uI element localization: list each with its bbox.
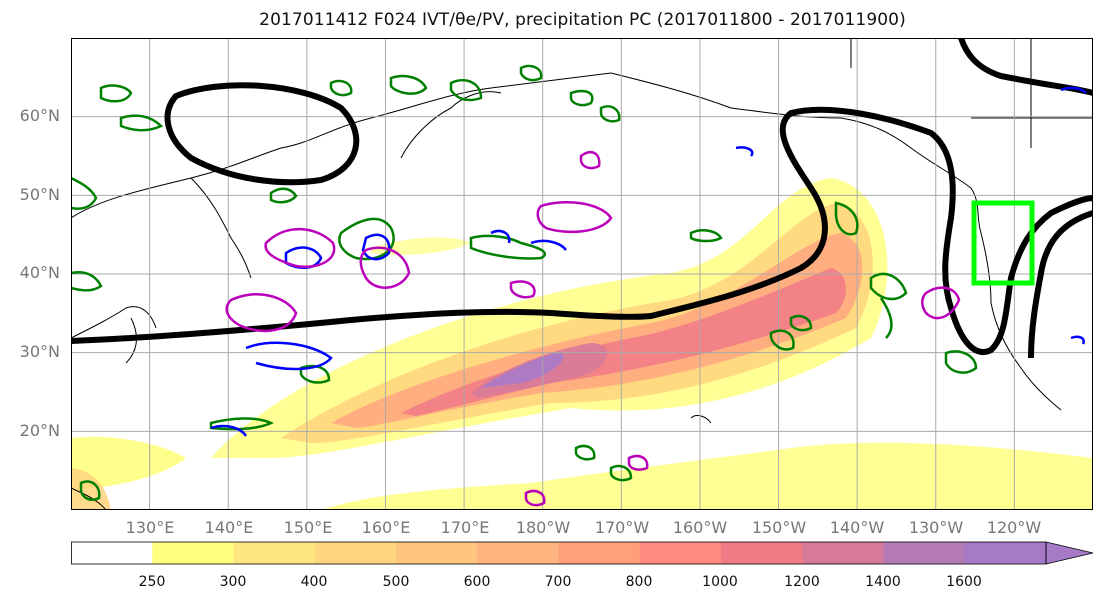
lon-label-140w: 140°W — [829, 518, 885, 537]
lon-label-170e: 170°E — [440, 518, 490, 537]
theta-e-contours — [71, 38, 1093, 359]
colorbar-segment-10 — [883, 542, 966, 564]
colorbar-segment-6 — [558, 542, 641, 564]
lon-label-160w: 160°W — [672, 518, 728, 537]
pv-magenta-contours — [225, 150, 961, 507]
colorbar-segment-4 — [396, 542, 478, 564]
colorbar-segment-0 — [71, 542, 153, 564]
figure-title: 2017011412 F024 IVT/θe/PV, precipitation… — [259, 10, 906, 30]
ivt-shading — [71, 178, 1093, 510]
lat-label-50: 50°N — [19, 185, 60, 204]
lon-label-160e: 160°E — [361, 518, 411, 537]
lon-label-140e: 140°E — [204, 518, 254, 537]
colorbar-tick-500: 500 — [382, 574, 410, 590]
colorbar-segment-2 — [233, 542, 316, 564]
colorbar-segment-11 — [964, 542, 1047, 564]
gridlines — [71, 38, 1093, 510]
colorbar-segment-3 — [314, 542, 397, 564]
colorbar-tick-800: 800 — [625, 574, 653, 590]
lon-label-150w: 150°W — [751, 518, 807, 537]
coastlines — [71, 38, 1093, 510]
colorbar-segment-5 — [477, 542, 559, 564]
lon-label-150e: 150°E — [283, 518, 333, 537]
colorbar-tick-1600: 1600 — [946, 574, 982, 590]
lon-label-130w: 130°W — [908, 518, 964, 537]
colorbar — [71, 541, 1094, 565]
lat-label-30: 30°N — [19, 342, 60, 361]
colorbar-tick-1200: 1200 — [784, 574, 820, 590]
colorbar-segment-8 — [721, 542, 803, 564]
lon-label-170w: 170°W — [594, 518, 650, 537]
lon-label-180w: 180°W — [515, 518, 571, 537]
colorbar-tick-400: 400 — [300, 574, 328, 590]
colorbar-tick-300: 300 — [219, 574, 247, 590]
colorbar-extend-triangle — [1045, 541, 1094, 565]
lat-label-20: 20°N — [19, 421, 60, 440]
map-panel[interactable] — [71, 38, 1093, 510]
colorbar-tick-1000: 1000 — [702, 574, 738, 590]
lat-label-40: 40°N — [19, 263, 60, 282]
colorbar-segment-1 — [152, 542, 234, 564]
colorbar-segment-9 — [802, 542, 884, 564]
target-region-box — [971, 200, 1035, 286]
lon-label-120w: 120°W — [986, 518, 1042, 537]
colorbar-segment-7 — [639, 542, 722, 564]
lat-label-60: 60°N — [19, 106, 60, 125]
colorbar-tick-250: 250 — [138, 574, 166, 590]
lon-label-130e: 130°E — [125, 518, 175, 537]
colorbar-tick-600: 600 — [463, 574, 491, 590]
colorbar-tick-1400: 1400 — [865, 574, 901, 590]
colorbar-tick-700: 700 — [544, 574, 572, 590]
pv-green-contours — [71, 64, 978, 501]
pv-blue-contours — [210, 86, 1087, 437]
